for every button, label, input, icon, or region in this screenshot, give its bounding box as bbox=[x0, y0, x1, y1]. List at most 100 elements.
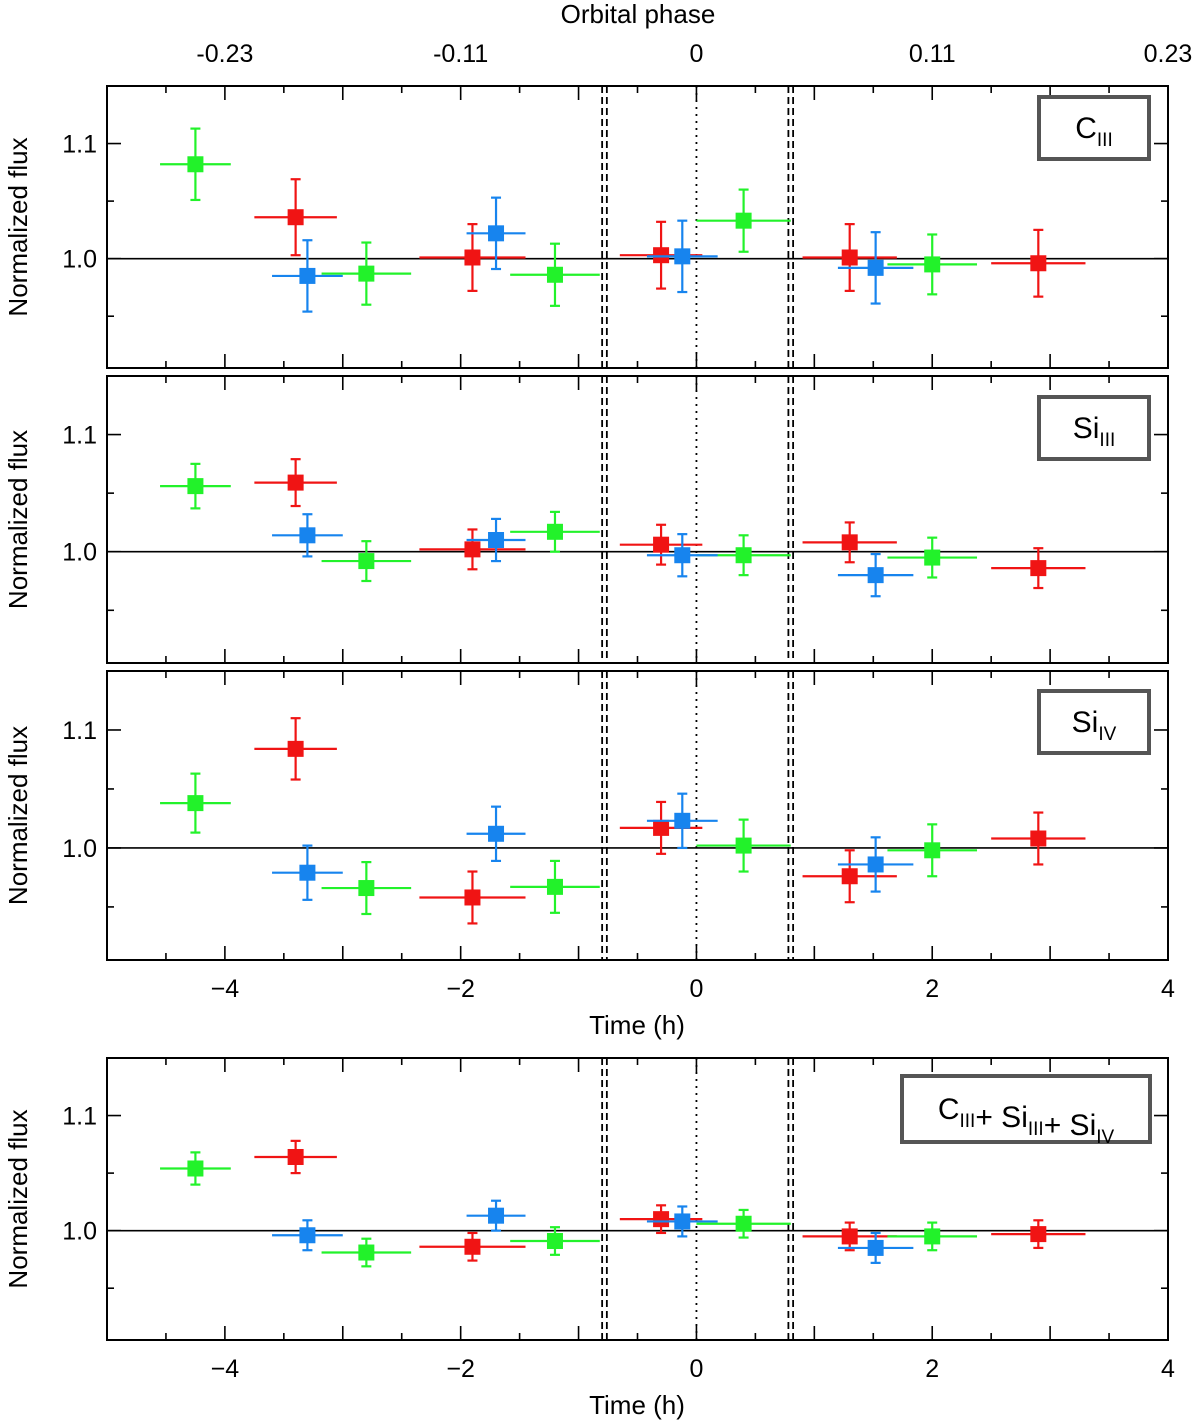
series-visit-red bbox=[254, 178, 1086, 298]
data-point bbox=[696, 818, 791, 873]
data-point bbox=[646, 1205, 718, 1238]
point-marker bbox=[653, 247, 670, 264]
panel-lines bbox=[107, 671, 1168, 960]
point-marker bbox=[299, 864, 316, 881]
point-marker bbox=[187, 1160, 204, 1177]
point-marker bbox=[841, 534, 858, 551]
point-marker bbox=[299, 1227, 316, 1244]
panel-ticks: 1.0 1.1 bbox=[62, 375, 1169, 663]
point-marker bbox=[674, 547, 691, 564]
orbital-phase-ticks: -0.23 -0.11 0 0.11 0.23 bbox=[196, 40, 1192, 68]
orbital-phase-axis: Orbital phase -0.23 -0.11 0 0.11 0.23 bbox=[196, 0, 1192, 68]
legend-ion-stage: III bbox=[1097, 130, 1113, 151]
data-point bbox=[510, 242, 600, 307]
legend-label: CIII+ SiIII+ SiIV bbox=[938, 1093, 1115, 1148]
point-marker bbox=[287, 209, 304, 226]
y-axis-label: Normalized flux bbox=[3, 430, 33, 609]
data-point bbox=[419, 1231, 526, 1262]
point-marker bbox=[287, 474, 304, 491]
point-marker bbox=[488, 825, 505, 842]
point-marker bbox=[841, 249, 858, 266]
panel-lines bbox=[107, 1058, 1168, 1340]
data-point bbox=[837, 552, 914, 598]
data-point bbox=[466, 805, 526, 863]
legend-ion: C bbox=[1075, 112, 1097, 145]
data-point bbox=[160, 127, 231, 202]
x-tick-label: −4 bbox=[211, 975, 240, 1003]
data-point bbox=[272, 1219, 343, 1252]
point-marker bbox=[841, 868, 858, 885]
panel-ticks: 1.0 1.1 bbox=[62, 1057, 1169, 1340]
panel-ticks: 1.0 1.1 bbox=[62, 670, 1169, 960]
y-tick-label: 1.0 bbox=[62, 835, 97, 863]
series-visit-blue bbox=[272, 513, 914, 598]
panel-lines bbox=[107, 86, 1168, 368]
point-marker bbox=[653, 1211, 670, 1228]
data-point bbox=[419, 528, 526, 571]
point-marker bbox=[464, 889, 481, 906]
y-axis-label: Normalized flux bbox=[3, 137, 33, 316]
y-axis-label: Normalized flux bbox=[3, 726, 33, 905]
data-point bbox=[619, 220, 703, 290]
point-marker bbox=[924, 842, 941, 859]
point-marker bbox=[1030, 1226, 1047, 1243]
point-marker bbox=[464, 1238, 481, 1255]
data-point bbox=[991, 1219, 1086, 1250]
y-tick-label: 1.1 bbox=[62, 1103, 97, 1131]
legend-box bbox=[1037, 95, 1151, 161]
panel-ticks: 1.0 1.1 bbox=[62, 85, 1169, 368]
plot-frame bbox=[106, 375, 1169, 664]
series-visit-blue bbox=[272, 1199, 914, 1264]
data-point bbox=[321, 860, 412, 916]
point-marker bbox=[867, 259, 884, 276]
data-point bbox=[510, 1226, 600, 1256]
point-marker bbox=[1030, 830, 1047, 847]
panel-legend: CIII+ SiIII+ SiIV bbox=[900, 1074, 1152, 1148]
phase-tick-label: 0.11 bbox=[909, 40, 956, 68]
data-point bbox=[466, 1199, 526, 1232]
data-point bbox=[802, 1221, 897, 1252]
panel-legend: SiIII bbox=[1037, 395, 1151, 461]
legend-ion-stage: IV bbox=[1096, 1127, 1114, 1148]
series-visit-green bbox=[160, 462, 978, 583]
x-tick-label: −4 bbox=[211, 1355, 240, 1383]
point-marker bbox=[653, 819, 670, 836]
orbital-phase-title: Orbital phase bbox=[561, 0, 716, 29]
data-point bbox=[254, 458, 337, 508]
series-visit-red bbox=[254, 458, 1086, 590]
plot-frame bbox=[106, 85, 1169, 369]
data-point bbox=[887, 233, 978, 296]
legend-ion-stage: III bbox=[959, 1111, 975, 1132]
point-marker bbox=[735, 547, 752, 564]
data-point bbox=[802, 849, 897, 904]
x-tick-label: 0 bbox=[689, 1355, 703, 1383]
point-marker bbox=[187, 795, 204, 812]
phase-tick-label: 0 bbox=[689, 40, 703, 68]
data-point bbox=[272, 239, 343, 313]
legend-label: CIII bbox=[1075, 112, 1113, 151]
legend-label: SiIV bbox=[1072, 706, 1117, 745]
point-marker bbox=[735, 837, 752, 854]
point-marker bbox=[1030, 255, 1047, 272]
data-point bbox=[646, 533, 718, 578]
point-marker bbox=[187, 478, 204, 495]
data-point bbox=[160, 462, 231, 510]
x-tick-label: −2 bbox=[446, 975, 475, 1003]
panel-si4: 1.0 1.1 Normalized flux −4 −2 0 2 4 Time (h) SiIV bbox=[3, 670, 1175, 1040]
legend-label: SiIII bbox=[1073, 412, 1116, 451]
point-marker bbox=[464, 249, 481, 266]
legend-ion: + Si bbox=[1044, 1109, 1097, 1142]
data-point bbox=[419, 223, 526, 292]
point-marker bbox=[867, 856, 884, 873]
point-marker bbox=[674, 248, 691, 265]
y-axis-label: Normalized flux bbox=[3, 1109, 33, 1288]
point-marker bbox=[358, 1244, 375, 1261]
series-visit-red bbox=[254, 1139, 1086, 1262]
legend-ion-stage: IV bbox=[1098, 724, 1116, 745]
data-point bbox=[837, 231, 914, 305]
data-points bbox=[160, 717, 1086, 925]
y-tick-label: 1.1 bbox=[62, 717, 97, 745]
